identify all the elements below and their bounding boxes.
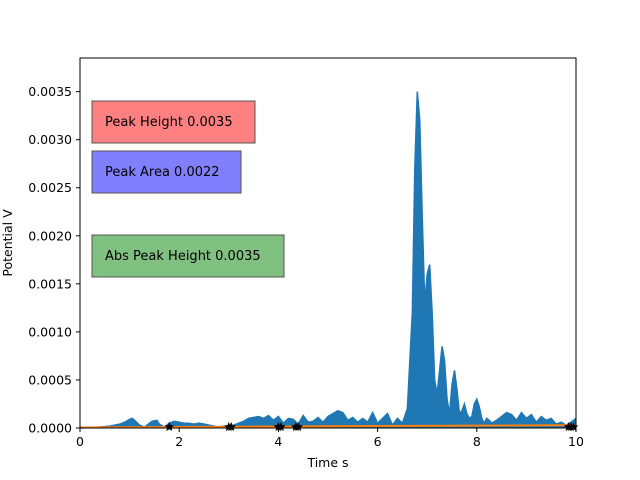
abs-peak-height-box <box>91 234 285 278</box>
y-tick-label: 0.0020 <box>28 228 72 243</box>
peak-area-text: Peak Area 0.0022 <box>105 165 220 180</box>
y-axis: 0.0000 0.0005 0.0010 0.0015 0.0020 0.0025 0.00… <box>28 84 80 436</box>
y-tick-label: 0.0015 <box>28 276 72 291</box>
x-tick-label: 0 <box>76 434 84 449</box>
peak-boundary-marker <box>293 422 303 432</box>
y-tick-label: 0.0030 <box>28 132 72 147</box>
x-tick-label: 10 <box>568 434 584 449</box>
abs-peak-height-annotation: Abs Peak Height 0.0035 <box>91 234 285 278</box>
peak-height-box <box>91 100 256 144</box>
y-tick-label: 0.0005 <box>28 372 72 387</box>
y-tick-label: 0.0010 <box>28 324 72 339</box>
peak-height-annotation: Peak Height 0.0035 <box>91 100 256 144</box>
y-tick-label: 0.0000 <box>28 421 72 436</box>
x-tick-label: 2 <box>175 434 183 449</box>
signal-line <box>79 91 577 429</box>
abs-peak-height-text: Abs Peak Height 0.0035 <box>105 249 261 264</box>
series-layer <box>79 91 577 429</box>
axes-frame <box>79 57 577 429</box>
x-tick-label: 6 <box>374 434 382 449</box>
peak-height-text: Peak Height 0.0035 <box>105 115 233 130</box>
y-tick-label: 0.0035 <box>28 84 72 99</box>
peak-boundary-marker <box>226 422 237 432</box>
x-axis: 0 2 4 6 8 10 <box>76 428 584 449</box>
peak-area-box <box>91 150 242 194</box>
x-tick-label: 4 <box>274 434 282 449</box>
baseline-line <box>79 424 577 429</box>
peak-area-annotation: Peak Area 0.0022 <box>91 150 242 194</box>
y-axis-label: Potential V <box>0 209 15 277</box>
x-axis-label: Time s <box>306 455 348 470</box>
y-tick-label: 0.0025 <box>28 180 72 195</box>
peak-boundary-marker <box>164 422 175 432</box>
x-tick-label: 8 <box>473 434 481 449</box>
